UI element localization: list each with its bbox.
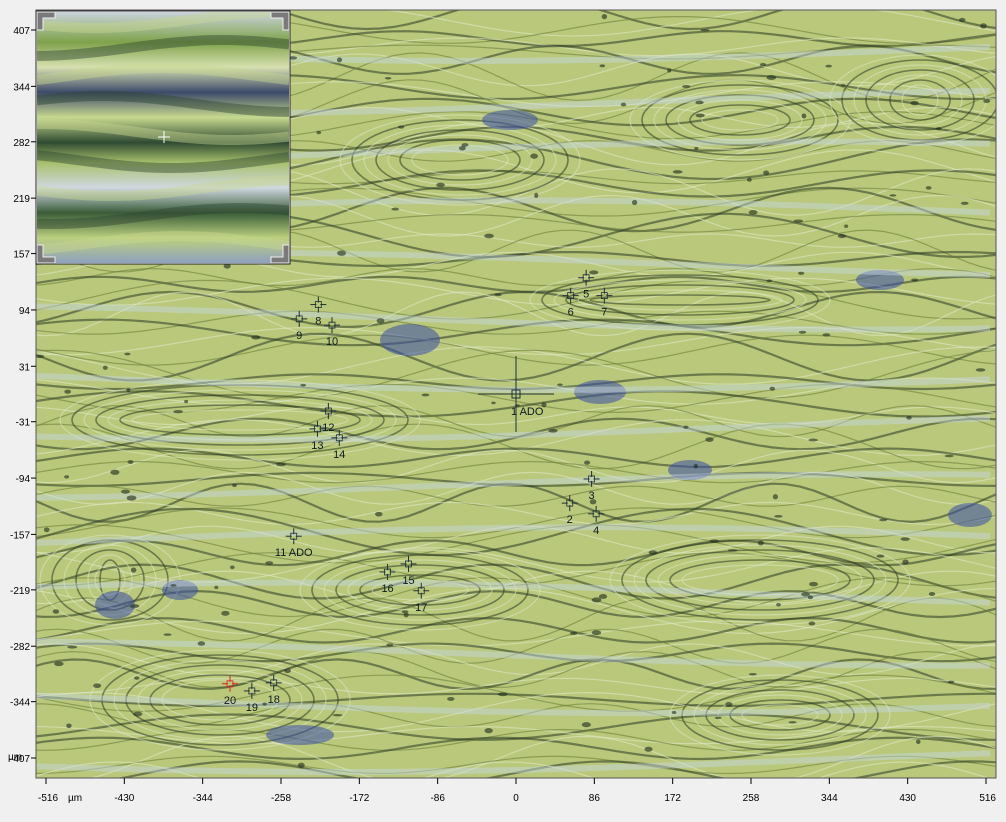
- crosshair-icon: [596, 287, 613, 304]
- crosshair-icon: [331, 429, 348, 446]
- crosshair-icon: [413, 582, 430, 599]
- measurement-marker[interactable]: 6: [562, 287, 579, 319]
- measurement-marker[interactable]: 1 ADO: [478, 356, 554, 432]
- y-tick-label: -344: [10, 698, 30, 709]
- y-unit-label: µm: [8, 752, 22, 763]
- y-axis-panel: [0, 0, 36, 822]
- marker-label: 3: [589, 490, 595, 502]
- y-axis: 407 344 282 219 157 94 31 -31 -94 -157 -219 -282 -34…: [10, 26, 36, 765]
- crosshair-icon: [379, 563, 396, 580]
- marker-label: 1 ADO: [511, 406, 544, 418]
- inset-resize-handle-icon[interactable]: [36, 11, 290, 264]
- x-tick-label: -258: [271, 793, 291, 804]
- crosshair-icon: [583, 470, 600, 487]
- measurement-marker[interactable]: 16: [379, 563, 396, 595]
- measurement-marker[interactable]: 17: [413, 582, 430, 614]
- crosshair-icon: [291, 310, 308, 327]
- y-tick-label: -157: [10, 530, 30, 541]
- measurement-marker[interactable]: 2: [561, 495, 578, 526]
- marker-label: 18: [268, 694, 280, 706]
- marker-label: 11 ADO: [275, 547, 313, 559]
- measurement-marker[interactable]: 13: [309, 420, 326, 452]
- x-tick-label: 0: [513, 793, 519, 804]
- marker-label: 14: [333, 449, 345, 461]
- crosshair-icon: [561, 495, 578, 512]
- measurement-marker[interactable]: 19: [243, 682, 260, 714]
- measurement-marker[interactable]: 9: [291, 310, 308, 342]
- y-tick-label: -407: [10, 754, 30, 765]
- crosshair-icon: [588, 505, 605, 522]
- x-tick-label: 344: [821, 793, 838, 804]
- crosshair-icon: [578, 269, 595, 286]
- marker-label: 17: [415, 602, 427, 614]
- x-tick-label: 86: [589, 793, 601, 804]
- magnifier-inset[interactable]: [35, 10, 291, 265]
- measurement-marker[interactable]: 12: [320, 402, 337, 434]
- measurement-marker[interactable]: 4: [588, 505, 605, 537]
- measurement-marker[interactable]: 14: [331, 429, 348, 461]
- measurement-marker[interactable]: 8: [310, 296, 327, 328]
- x-tick-label: 172: [664, 793, 681, 804]
- x-axis-panel: [0, 778, 1006, 822]
- x-tick-label: -172: [349, 793, 369, 804]
- x-tick-label: -86: [430, 793, 445, 804]
- marker-layer[interactable]: 1 ADO 2 3 4 56 7 8 9 10 11 ADO 12 13 14 15 16 17 18 19 20: [221, 269, 613, 714]
- y-tick-label: 407: [13, 26, 30, 37]
- crosshair-icon: [309, 420, 326, 437]
- marker-label: 2: [567, 514, 573, 526]
- measurement-marker[interactable]: 15: [400, 555, 417, 587]
- marker-label: 20: [224, 695, 236, 707]
- y-tick-label: -94: [16, 474, 31, 485]
- measurement-marker[interactable]: 10: [324, 317, 341, 348]
- marker-label: 16: [381, 583, 393, 595]
- y-tick-label: 282: [13, 138, 30, 149]
- x-axis: -516 -430 -344 -258 -172 -86 0 86 172 258 344 430 51…: [38, 778, 996, 804]
- crosshair-icon: [320, 402, 337, 419]
- measurement-marker[interactable]: 11 ADO: [275, 528, 313, 559]
- marker-label: 19: [246, 702, 258, 714]
- measurement-marker[interactable]: 20: [221, 675, 238, 707]
- x-tick-label: -430: [114, 793, 134, 804]
- large-crosshair-icon: [478, 356, 554, 432]
- y-tick-label: -219: [10, 586, 30, 597]
- y-tick-label: -282: [10, 642, 30, 653]
- marker-label: 6: [568, 307, 574, 319]
- crosshair-icon: [221, 675, 238, 692]
- y-tick-label: 344: [13, 82, 30, 93]
- marker-label: 13: [311, 440, 323, 452]
- marker-label: 5: [583, 289, 589, 301]
- y-tick-label: 31: [19, 362, 31, 373]
- marker-label: 9: [296, 330, 302, 342]
- x-tick-label: 430: [899, 793, 916, 804]
- y-tick-label: 157: [13, 250, 30, 261]
- measurement-marker[interactable]: 7: [596, 287, 613, 319]
- crosshair-icon: [243, 682, 260, 699]
- x-tick-label: 516: [979, 793, 996, 804]
- marker-label: 10: [326, 336, 338, 348]
- x-unit-label: µm: [68, 793, 82, 804]
- measurement-marker[interactable]: 5: [578, 269, 595, 301]
- marker-label: 8: [315, 316, 321, 328]
- measurement-marker[interactable]: 3: [583, 470, 600, 502]
- measurement-marker[interactable]: 18: [265, 674, 282, 706]
- crosshair-icon: [265, 674, 282, 691]
- y-tick-label: 219: [13, 194, 30, 205]
- crosshair-icon: [324, 317, 341, 334]
- x-tick-label: 258: [743, 793, 760, 804]
- crosshair-icon: [400, 555, 417, 572]
- crosshair-icon: [285, 528, 302, 545]
- marker-label: 7: [601, 307, 607, 319]
- inset-crosshair-icon: [158, 131, 170, 143]
- y-tick-label: 94: [19, 306, 31, 317]
- marker-label: 12: [322, 422, 334, 434]
- y-tick-label: -31: [16, 418, 31, 429]
- x-tick-label: -516: [38, 793, 58, 804]
- marker-label: 15: [402, 575, 414, 587]
- marker-label: 4: [593, 525, 599, 537]
- x-tick-label: -344: [193, 793, 213, 804]
- crosshair-icon: [310, 296, 327, 313]
- crosshair-icon: [562, 287, 579, 304]
